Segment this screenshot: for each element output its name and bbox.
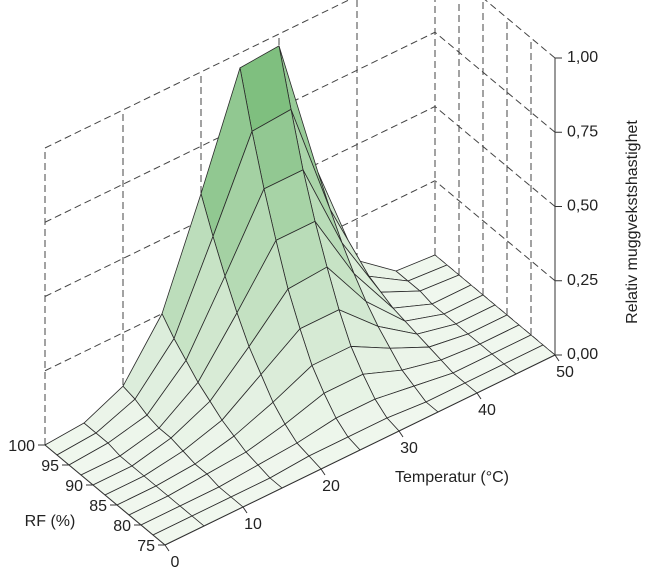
- x-tick: [476, 392, 482, 400]
- y-tick-label: 100: [8, 438, 35, 455]
- x-tick-label: 40: [478, 402, 496, 419]
- x-axis-label: Temperatur (°C): [395, 469, 509, 486]
- x-tick-label: 50: [556, 364, 574, 381]
- z-axis-label: Relativ muggvekstshastighet: [624, 120, 641, 324]
- grid-line: [434, 31, 556, 133]
- z-tick-label: 0,50: [567, 198, 598, 215]
- z-tick-label: 0,75: [567, 123, 598, 140]
- z-tick-label: 0,00: [567, 346, 598, 363]
- z-tick-label: 0,25: [567, 272, 598, 289]
- grid-line: [44, 106, 436, 297]
- grid-line: [484, 0, 556, 59]
- x-tick: [398, 430, 404, 438]
- x-axis: [164, 354, 556, 546]
- grid-line: [44, 31, 436, 223]
- y-axis-label: RF (%): [25, 513, 76, 530]
- grid-line: [44, 0, 350, 149]
- x-tick: [242, 506, 248, 514]
- y-axis: [44, 444, 166, 546]
- z-tick-label: 1,00: [567, 49, 598, 66]
- y-tick-label: 80: [113, 518, 131, 535]
- y-tick-label: 95: [41, 458, 59, 475]
- x-tick-label: 30: [400, 440, 418, 457]
- x-tick-label: 0: [171, 554, 180, 571]
- x-tick-label: 20: [322, 478, 340, 495]
- x-tick: [320, 468, 326, 476]
- y-tick-label: 90: [65, 478, 83, 495]
- x-tick: [164, 544, 170, 552]
- grid-line: [44, 180, 436, 372]
- y-tick-label: 75: [137, 538, 155, 555]
- y-tick-label: 85: [89, 498, 107, 515]
- grid-line: [434, 180, 556, 282]
- x-tick: [554, 354, 560, 362]
- x-tick-label: 10: [244, 516, 262, 533]
- grid-line: [434, 106, 556, 207]
